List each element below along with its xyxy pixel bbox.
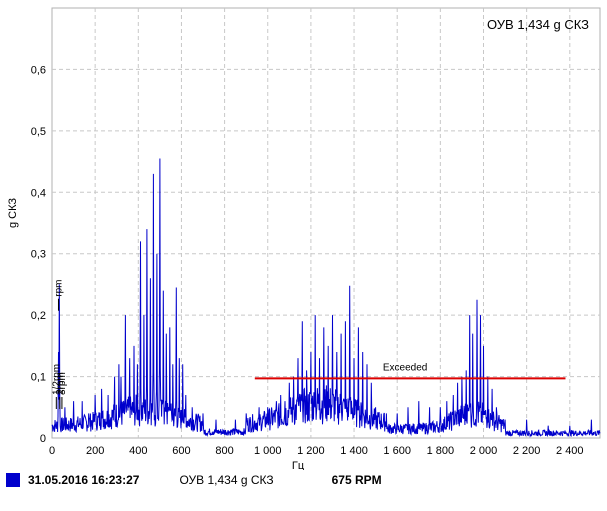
status-date: 31.05.2016 16:23:27 bbox=[28, 473, 140, 487]
status-overall-value: ОУВ 1,434 g СКЗ bbox=[179, 473, 274, 487]
x-tick-label: 0 bbox=[49, 445, 55, 457]
y-tick-label: 0,6 bbox=[31, 64, 46, 76]
x-tick-label: 1 400 bbox=[340, 445, 368, 457]
x-tick-label: 1 800 bbox=[427, 445, 455, 457]
y-axis-title: g СКЗ bbox=[7, 198, 19, 228]
status-bar: 31.05.2016 16:23:27 ОУВ 1,434 g СКЗ 675 … bbox=[0, 470, 607, 490]
spectrum-svg: 0 0,1 0,2 0,3 0,4 0,5 0,6 0 200 400 600 800 1 000 1 2… bbox=[7, 7, 601, 470]
spectrum-chart: 0 0,1 0,2 0,3 0,4 0,5 0,6 0 200 400 600 800 1 000 1 2… bbox=[7, 7, 601, 470]
rpm-marker-label: 1/2rpm bbox=[51, 364, 62, 395]
status-rpm: 675 RPM bbox=[331, 473, 382, 487]
x-tick-label: 2 200 bbox=[513, 445, 541, 457]
x-tick-label: 1 600 bbox=[383, 445, 411, 457]
y-tick-label: 0,3 bbox=[31, 249, 46, 261]
y-tick-label: 0,4 bbox=[31, 187, 46, 199]
x-tick-label: 200 bbox=[86, 445, 104, 457]
x-tick-label: 400 bbox=[129, 445, 147, 457]
x-tick-label: 1 200 bbox=[297, 445, 325, 457]
x-tick-label: 2 000 bbox=[470, 445, 498, 457]
y-tick-label: 0,1 bbox=[31, 372, 46, 384]
y-tick-label: 0,5 bbox=[31, 126, 46, 138]
overall-value-label: ОУВ 1,434 g СКЗ bbox=[486, 17, 589, 32]
plot-area-border bbox=[51, 7, 601, 439]
rpm-marker-label: 2rpm bbox=[55, 372, 66, 395]
spectrum-series-line bbox=[51, 158, 601, 438]
threshold-label: Exceeded bbox=[383, 362, 427, 373]
rpm-marker-label: 3rpm bbox=[57, 372, 68, 395]
x-tick-label: 1 000 bbox=[254, 445, 282, 457]
series-color-swatch bbox=[6, 473, 20, 487]
y-tick-label: 0,2 bbox=[31, 310, 46, 322]
x-tick-label: 600 bbox=[172, 445, 190, 457]
y-tick-label: 0 bbox=[40, 433, 46, 445]
x-tick-label: 800 bbox=[215, 445, 233, 457]
rpm-marker-label: rpm bbox=[53, 279, 64, 296]
x-axis-title: Гц bbox=[292, 460, 305, 470]
x-tick-label: 2 400 bbox=[556, 445, 584, 457]
